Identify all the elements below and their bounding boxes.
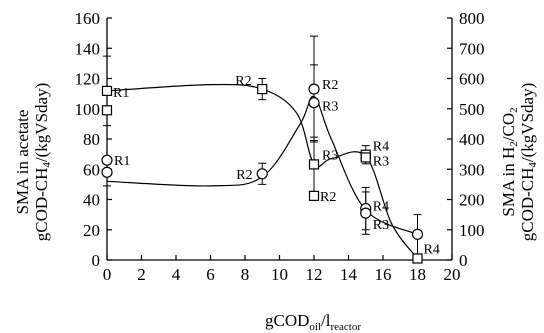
circle-marker [256,168,268,180]
point-label: R3 [373,154,389,169]
left-y-tick-label: 100 [75,100,101,119]
x-tick-label: 4 [172,265,181,284]
square-marker [308,159,320,170]
point-label: R4 [373,200,389,215]
svg-text:gCOD-CH4/(kgVSday): gCOD-CH4/(kgVSday) [518,83,539,242]
point-label: R3 [322,100,338,115]
x-tick-label: 0 [103,265,112,284]
square-marker [412,253,423,264]
circle-marker [308,83,320,95]
left-axis-title: SMA in acetate gCOD-CH4/(kgVSday) [13,83,53,242]
point-label: R3 [373,218,389,233]
left-y-tick-label: 0 [92,251,101,270]
point-label: R2 [236,168,252,183]
right-y-tick-label: 400 [459,130,485,149]
left-axis-title-line1: SMA in acetate [13,110,32,215]
left-y-tick-label: 40 [83,191,100,210]
x-tick-label: 8 [241,265,250,284]
svg-text:gCOD-CH4/(kgVSday): gCOD-CH4/(kgVSday) [32,83,53,242]
x-tick-label: 16 [375,265,392,284]
square-marker [360,152,371,163]
square-marker [101,85,113,97]
circle-marker [360,207,372,219]
circle-marker [411,228,424,240]
point-label: R2 [322,78,338,93]
circle-marker [308,97,320,109]
x-axis-title: gCODoil/lreactor [265,311,361,333]
markers [101,83,424,264]
point-label: R3 [322,148,338,163]
left-y-tick-label: 160 [75,9,101,28]
square-marker [308,190,320,201]
right-axis-title: SMA in H2/CO2 gCOD-CH4/(kgVSday) [499,83,539,242]
point-label: R4 [373,140,389,155]
right-y-tick-label: 600 [459,70,485,89]
x-tick-label: 10 [271,265,288,284]
x-tick-label: 20 [444,265,461,284]
left-y-tick-label: 140 [75,39,101,58]
circle-series-curve [106,95,418,235]
right-y-tick-label: 500 [459,100,485,119]
left-y-tick-label: 60 [83,160,100,179]
x-tick-label: 2 [137,265,146,284]
point-label: R2 [320,190,336,205]
point-label: R1 [114,154,130,169]
x-tick-label: 18 [409,265,426,284]
svg-text:SMA in acetate: SMA in acetate [13,110,32,215]
svg-text:SMA in H2/CO2: SMA in H2/CO2 [499,107,520,216]
square-marker [101,105,113,116]
right-y-tick-label: 200 [459,191,485,210]
point-label: R2 [235,74,251,89]
circle-marker [101,154,113,166]
square-marker [257,83,268,95]
x-tick-label: 12 [306,265,323,284]
axes [106,18,453,261]
right-y-tick-label: 300 [459,160,485,179]
point-label: R1 [113,86,129,101]
right-y-tick-label: 0 [459,251,468,270]
right-y-tick-label: 800 [459,9,485,28]
x-tick-label: 14 [340,265,358,284]
left-y-tick-label: 20 [83,221,100,240]
x-tick-label: 6 [206,265,215,284]
right-y-tick-label: 700 [459,39,485,58]
left-y-tick-label: 120 [75,70,101,89]
left-y-tick-label: 80 [83,130,100,149]
circle-marker [101,166,113,178]
point-label: R4 [424,242,440,257]
ticks: 0 2 4 6 8 10 12 14 16 18 2002040608010012014016001… [75,9,485,284]
right-y-tick-label: 100 [459,221,485,240]
